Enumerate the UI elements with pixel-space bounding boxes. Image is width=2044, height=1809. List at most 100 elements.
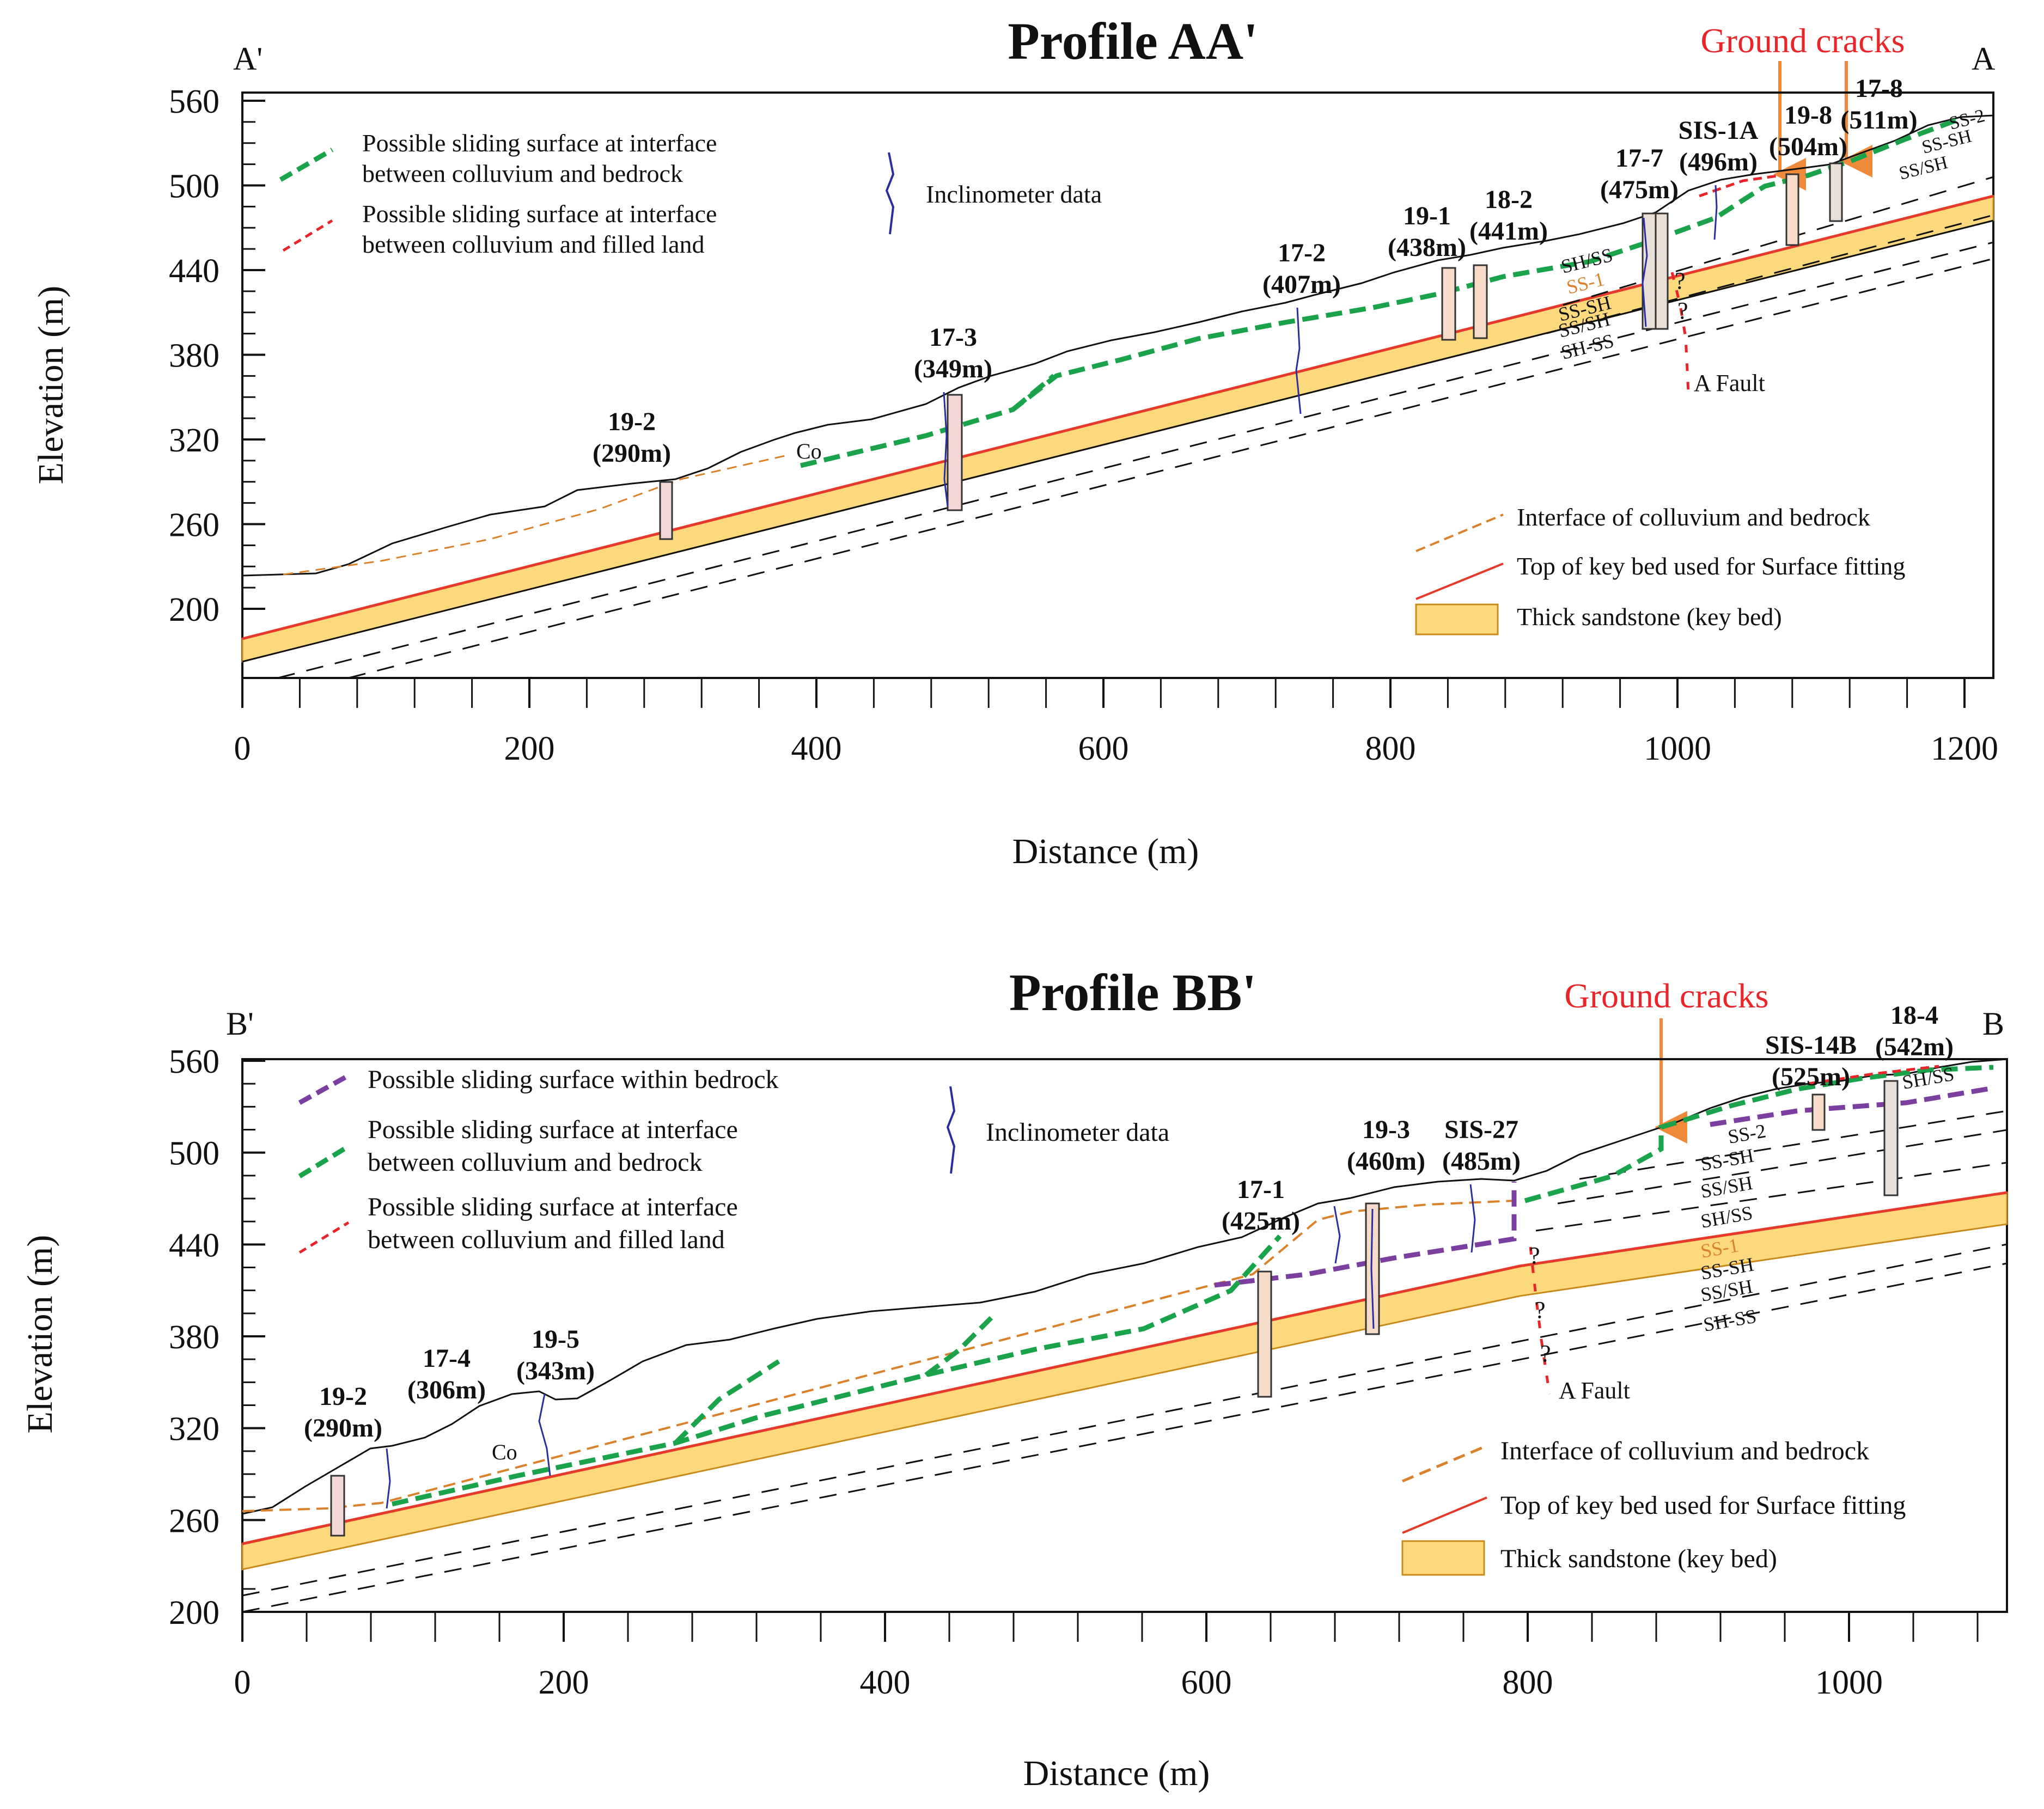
profile-aa-plot-frame [241,91,1994,679]
profile-bb-y-label: Elevation (m) [20,1235,60,1434]
legend-green-text: between colluvium and bedrock [362,160,683,187]
sliding-surface-colluvium-filled [1699,174,1781,198]
legend-keybed-text: Thick sandstone (key bed) [1517,603,1782,631]
borehole-column [330,1475,345,1537]
legend-green-text: Possible sliding surface at interface [362,129,717,157]
colluvium-label: Co [492,1440,517,1464]
x-tick-label: 600 [1181,1664,1232,1701]
y-tick-label: 320 [169,1411,219,1448]
borehole-id-label: 18-4 [1890,1001,1938,1030]
borehole-id-label: 19-1 [1403,201,1451,230]
y-tick-label: 200 [169,591,219,628]
legend-orange-text: Interface of colluvium and bedrock [1517,503,1870,531]
borehole-elevation-label: (475m) [1600,175,1679,204]
profile-bb: Profile BB' B' B Ground cracks 560 500 440… [20,963,2008,1793]
x-tick-label: 200 [504,730,555,767]
layer-labels: SS-2 SS-SH SS/SH SH/SS SS-1 SS-SH SS/SH … [1699,1063,1956,1336]
inclinometer-trace [1642,217,1648,327]
borehole-id-label: SIS-1A [1679,116,1759,145]
borehole-id-label: 17-8 [1855,74,1903,103]
bedrock-line [242,1262,2008,1613]
inclinometer-traces [386,1184,1476,1509]
legend-keybed-top-text: Top of key bed used for Surface fitting [1500,1491,1906,1520]
borehole-elevation-label: (438m) [1388,233,1466,262]
bedrock-line [1535,1162,2008,1232]
legend-inclinometer-icon [885,152,895,235]
borehole-id-label: 17-7 [1615,144,1663,173]
legend-green-swatch [298,1144,350,1178]
borehole-column [1785,173,1799,246]
borehole-elevation-label: (441m) [1469,217,1548,246]
borehole-elevation-label: (496m) [1679,148,1758,176]
inclinometer-trace [386,1448,391,1509]
borehole-elevation-label: (460m) [1347,1147,1425,1176]
inclinometer-trace [1370,1208,1375,1329]
legend-orange-swatch [1402,1444,1487,1483]
legend-inclinometer-icon [946,1086,956,1174]
key-bed [241,195,1994,663]
legend-red-text: Possible sliding surface at interface [368,1193,738,1221]
bedrock-line [1557,1129,2008,1205]
profile-aa-legend-top: Possible sliding surface at interface be… [279,129,1102,258]
ground-surface [242,1058,2008,1515]
inclinometer-trace [1713,185,1718,240]
fault-question-mark: ? [1675,267,1686,294]
legend-keybed-text: Thick sandstone (key bed) [1500,1544,1777,1573]
bedrock-line [242,1243,2008,1597]
sliding-surface-within-bedrock [1214,1182,1517,1288]
borehole-column [1811,1093,1826,1131]
borehole-id-label: 17-4 [423,1344,471,1373]
profile-aa-left-end: A' [233,41,263,77]
fault-question-mark: ? [1535,1297,1546,1323]
ground-surface [242,114,1994,577]
borehole-column [1257,1270,1272,1398]
profile-aa-x-label: Distance (m) [1012,832,1199,871]
profile-aa-borehole-labels: 19-2 (290m) 17-3 (349m) 17-2 (407m) 19-1 (438m)… [593,74,1918,468]
x-tick-label: 1000 [1815,1664,1883,1701]
legend-green-swatch [279,148,334,182]
profile-aa-ground-cracks: Ground cracks [1701,21,1905,60]
profile-bb-left-end: B' [226,1006,254,1042]
legend-orange-swatch [1415,514,1504,552]
inclinometer-trace [943,392,949,507]
borehole-column [947,394,963,511]
profile-bb-title: Profile BB' [1009,963,1256,1022]
borehole-column [1441,267,1456,341]
borehole-elevation-label: (290m) [304,1414,382,1443]
borehole-column [1655,212,1669,330]
borehole-elevation-label: (343m) [516,1356,595,1385]
borehole-elevation-label: (349m) [914,355,992,383]
profile-aa-legend-bottom: Interface of colluvium and bedrock Top o… [1415,503,1905,635]
x-tick-label: 0 [234,1664,251,1701]
layer-label: SS-SH [1699,1144,1755,1175]
fault-line [1670,272,1690,393]
fault-label: A Fault [1694,370,1765,396]
legend-keybed-top-text: Top of key bed used for Surface fitting [1517,552,1905,580]
inclinometer-trace [1295,307,1302,414]
borehole-id-label: SIS-14B [1765,1031,1857,1060]
profile-bb-y-ticks: 560 500 440 380 320 260 200 [169,1043,265,1631]
borehole-elevation-label: (511m) [1840,106,1917,135]
x-tick-label: 400 [791,730,842,767]
profile-aa-y-label: Elevation (m) [31,286,71,485]
legend-red-swatch [298,1221,350,1254]
bedrock-line [277,241,1994,679]
colluvium-bedrock-interface [283,454,790,576]
x-tick-label: 200 [539,1664,589,1701]
legend-keybed-swatch [1401,1540,1485,1576]
borehole-column [1473,264,1488,339]
sliding-surface-colluvium-bedrock [800,116,1962,468]
profile-bb-legend-top: Possible sliding surface within bedrock … [298,1065,1169,1254]
sliding-surface-colluvium-bedrock [392,1234,1282,1507]
legend-red-swatch [282,219,333,252]
y-tick-label: 560 [169,83,219,120]
borehole-elevation-label: (542m) [1875,1032,1954,1061]
y-tick-label: 260 [169,1502,219,1539]
legend-green-text: Possible sliding surface at interface [368,1115,738,1144]
sliding-surface-branch [924,1316,993,1377]
layer-label: SS-2 [1726,1120,1767,1148]
bedrock-layer-lines [242,1110,2008,1613]
sliding-surface-colluvium-filled [1808,1065,1939,1085]
borehole-elevation-label: (504m) [1769,132,1847,161]
profile-aa: Profile AA' A' A Ground cracks 560 500 440… [31,12,1998,871]
